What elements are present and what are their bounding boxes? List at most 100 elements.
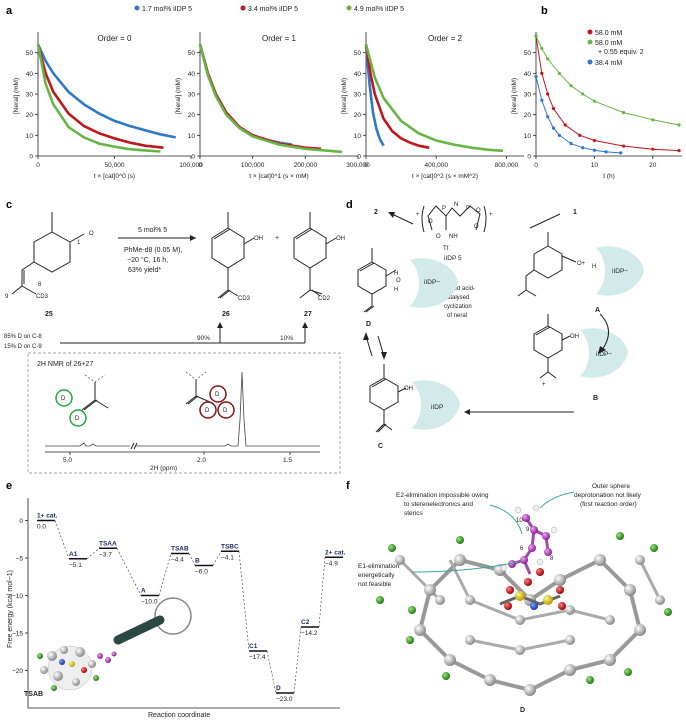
nmr-motif-red: D D D [185, 371, 235, 419]
energy-connector [238, 551, 250, 652]
cat-plus-2: + [489, 212, 493, 218]
inset-atom [37, 653, 43, 659]
intermediate-d: H O H D [357, 248, 401, 328]
atom-f [456, 536, 464, 544]
energy-connector [86, 548, 100, 559]
atom-c-substrate [508, 560, 516, 568]
chart-title: Order = 1 [262, 34, 297, 43]
atom-o [506, 586, 514, 594]
cat-o4: O [436, 234, 441, 240]
series-line [198, 44, 322, 151]
energy-connector [212, 551, 222, 566]
panel-a-legend: 1.7 mol% iIDP 5 3.4 mol% iIDP 5 4.9 mol%… [134, 5, 404, 13]
atom-c [635, 555, 645, 565]
catalyst-name: iIDP 5 [444, 255, 462, 262]
data-point [581, 92, 585, 96]
data-point [557, 133, 561, 137]
note-e2-line-2: to stereoelectronics and [404, 501, 473, 508]
data-point [581, 146, 585, 150]
cat-p2: P [466, 206, 470, 212]
atom-c [564, 664, 576, 676]
iidp-blob-c [412, 380, 460, 430]
state-energy: −5.1 [69, 562, 82, 569]
nmr-tick-5: 5.0 [63, 457, 72, 464]
x-axis-label: t (h) [603, 173, 615, 180]
atom-h [532, 504, 540, 512]
arrowhead-to-2 [388, 212, 395, 218]
atom-c-substrate [542, 532, 550, 540]
y-tick-label: 30 [26, 92, 34, 99]
cat-o3: O [474, 224, 479, 230]
legend-marker-red [240, 5, 246, 11]
data-point [534, 34, 538, 38]
x-tick-label: 800,000 [495, 162, 519, 169]
legend-b-marker-green [587, 39, 593, 45]
inset-atom [51, 685, 57, 691]
atom-o [524, 578, 532, 586]
nmr-x-ticks [69, 452, 291, 455]
label-a: A [595, 307, 600, 314]
data-point [592, 148, 597, 152]
arrowhead-c-to-d [363, 332, 369, 340]
x-axis-label: t × [cat]0^0 (s) [94, 173, 135, 180]
y-tick-label: 0 [357, 154, 361, 161]
series-line [36, 44, 161, 153]
atom-c [414, 624, 426, 636]
energy-connector [293, 626, 302, 694]
cat-o2: O [476, 208, 481, 214]
atom-c [624, 584, 636, 596]
atom-f [664, 608, 672, 616]
atom-c [605, 615, 615, 625]
series-line [535, 35, 680, 126]
inset-atom [60, 646, 68, 654]
molecule-26: OH CD3 26 [211, 212, 263, 318]
series-line [198, 44, 343, 154]
chart-axes [199, 32, 358, 157]
panel-d-cycle: O P N P O O O NH Tf + + iIDP 5 2 1 Brøns… [357, 202, 644, 450]
atom-f [388, 544, 396, 552]
split-10: 10% [280, 335, 293, 342]
green-d-1: D [61, 396, 66, 402]
y-tick-label: 10 [524, 133, 532, 140]
molecule-27: OH CD2 27 [293, 212, 345, 318]
state-energy: −6.0 [195, 569, 208, 576]
atom-c [565, 605, 575, 615]
data-point [592, 99, 597, 103]
atom-label-6: 6 [520, 546, 524, 552]
atom-o [558, 602, 566, 610]
label-d: D [366, 321, 371, 328]
state-name: A [141, 588, 146, 595]
red-d-3: D [223, 408, 228, 414]
x-tick-label: 50,000 [105, 162, 125, 169]
y-tick-label: 50 [354, 50, 362, 57]
chart-axes [365, 32, 524, 157]
red-d-circle-3 [217, 401, 235, 419]
data-point [551, 126, 556, 130]
atom-c-substrate [530, 526, 538, 534]
atom-h [550, 526, 558, 534]
atom-c [465, 635, 475, 645]
atom-n [530, 602, 538, 610]
data-point [551, 106, 556, 111]
atom-h [500, 564, 508, 572]
catalyst-core [499, 568, 566, 610]
compound-25-label: 25 [45, 311, 53, 318]
atom-c [395, 555, 405, 565]
y-tick-label: 0 [191, 154, 195, 161]
atom-c [524, 684, 536, 696]
chart-title: Order = 0 [97, 34, 132, 43]
energy-connector [158, 553, 172, 596]
intermediate-c: OH C [369, 364, 413, 450]
atom-c-substrate [520, 556, 528, 564]
x-tick-label: 0 [198, 162, 202, 169]
d-h-bottom: H [394, 287, 398, 293]
chart-order-2: 0 10 20 30 40 50 0 400,000 800,000 Order = 2 [Nera… [341, 32, 524, 180]
data-point [563, 123, 567, 127]
atom-f [586, 676, 594, 684]
inset-atom [53, 671, 63, 681]
axis-break [130, 442, 138, 450]
series-line [364, 44, 503, 153]
x-tick-label: 100,000 [179, 162, 203, 169]
